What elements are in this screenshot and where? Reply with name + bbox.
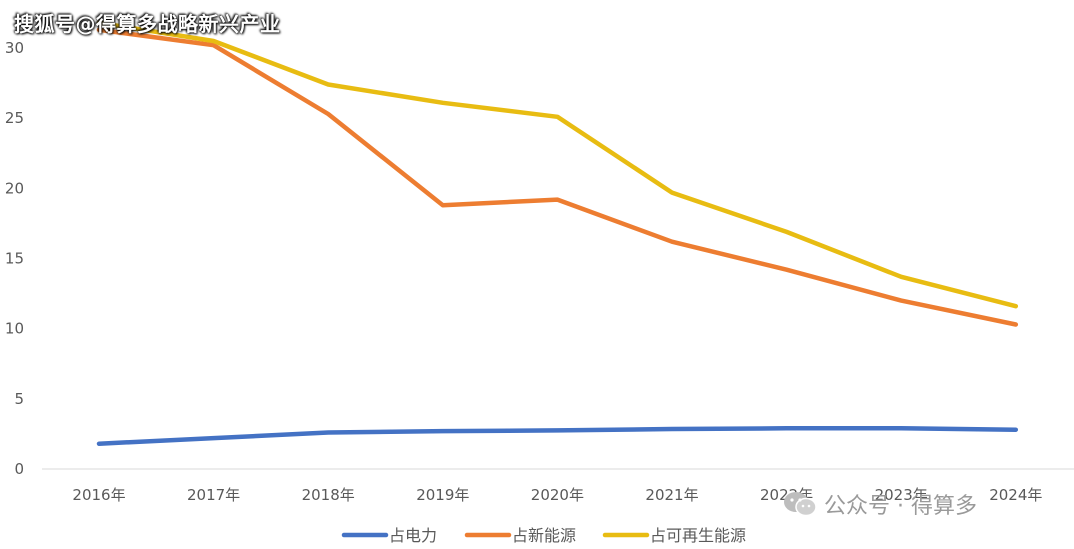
watermark-bottom: 公众号 · 得算多	[782, 488, 977, 520]
y-axis-ticks: 0 5 10 15 20 25 30	[5, 39, 24, 478]
y-tick-label: 10	[5, 320, 24, 338]
legend-label-2: 占可再生能源	[650, 526, 746, 545]
y-tick-label: 5	[14, 390, 24, 408]
watermark-top: 搜狐号@得算多战略新兴产业	[14, 12, 281, 36]
x-tick-label: 2018年	[302, 486, 355, 504]
series-line-1	[96, 27, 1019, 327]
series-lines	[96, 20, 1019, 446]
series-line-2	[96, 20, 1019, 309]
x-tick-label: 2020年	[531, 486, 584, 504]
x-tick-label: 2021年	[645, 486, 698, 504]
x-tick-label: 2016年	[72, 486, 125, 504]
y-tick-label: 0	[14, 460, 24, 478]
legend-label-0: 占电力	[389, 526, 437, 545]
x-tick-label: 2024年	[989, 486, 1042, 504]
y-tick-label: 25	[5, 109, 24, 127]
legend: 占电力 占新能源 占可再生能源	[341, 526, 746, 545]
x-tick-label: 2023年	[875, 486, 928, 504]
watermark-bottom-text: 公众号 · 得算多	[824, 494, 977, 519]
legend-label-1: 占新能源	[512, 526, 576, 545]
series-line-0	[96, 426, 1019, 446]
x-tick-label: 2017年	[187, 486, 240, 504]
y-tick-label: 15	[5, 250, 24, 268]
y-tick-label: 20	[5, 179, 24, 197]
wechat-icon	[782, 490, 818, 518]
y-tick-label: 30	[5, 39, 24, 57]
x-tick-label: 2019年	[416, 486, 469, 504]
